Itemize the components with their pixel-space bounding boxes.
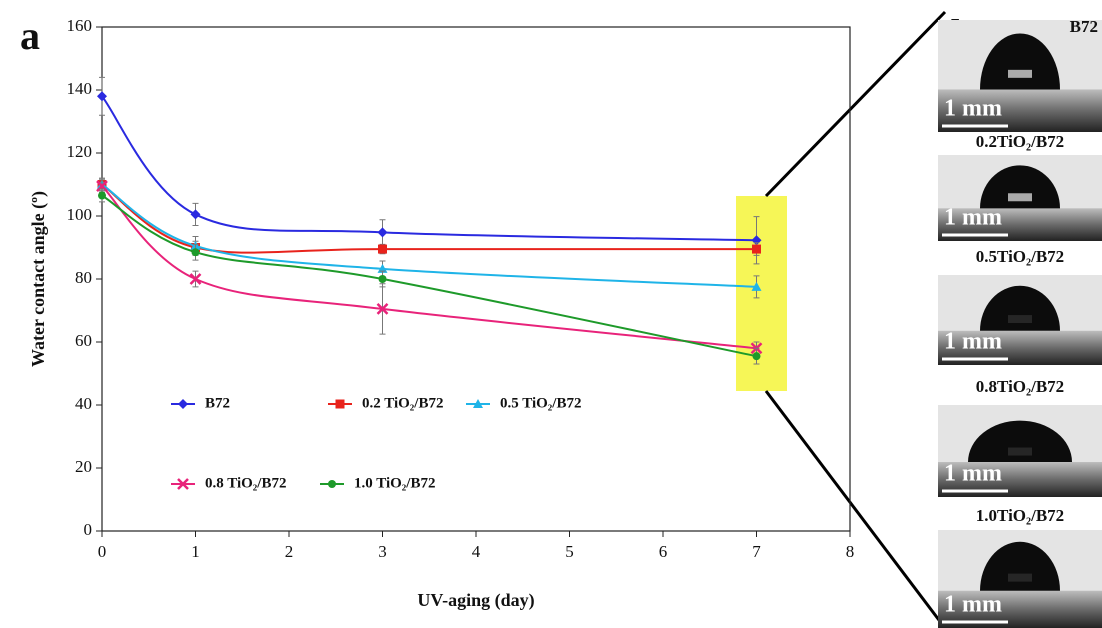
- droplet: [968, 420, 1072, 463]
- x-tick-label: 8: [846, 542, 855, 561]
- droplet: [980, 285, 1060, 331]
- scale-label: 1 mm: [944, 96, 1002, 122]
- legend-label: B72: [205, 395, 230, 411]
- x-tick-label: 5: [565, 542, 574, 561]
- marker: [96, 180, 108, 192]
- marker: [98, 191, 106, 200]
- x-axis-title: UV-aging (day): [417, 590, 534, 611]
- series-line: [101, 95, 757, 242]
- y-tick-label: 100: [67, 205, 93, 224]
- legend-label: 0.5 TiO₂/B72: [500, 395, 581, 411]
- x-tick-label: 3: [378, 542, 387, 561]
- y-tick-label: 0: [84, 520, 93, 539]
- reflection: [1008, 315, 1032, 324]
- reflection: [1008, 193, 1032, 202]
- scale-label: 1 mm: [944, 592, 1002, 618]
- highlight: [736, 196, 787, 391]
- legend-marker: [335, 399, 345, 409]
- marker: [378, 275, 387, 283]
- y-tick-label: 40: [75, 394, 92, 413]
- y-tick-label: 140: [67, 79, 93, 98]
- x-tick-label: 1: [191, 542, 200, 561]
- series-line: [101, 185, 757, 350]
- panel-label: a: [20, 13, 40, 58]
- y-tick-label: 120: [67, 142, 93, 161]
- x-tick-label: 0: [98, 542, 107, 561]
- legend-marker: [328, 480, 336, 488]
- marker: [378, 244, 387, 254]
- zoom-line: [764, 390, 947, 628]
- marker: [191, 248, 200, 257]
- scale-label: 1 mm: [944, 461, 1002, 487]
- x-tick-label: 2: [285, 542, 294, 561]
- legend-label: 0.2 TiO₂/B72: [362, 395, 443, 411]
- marker: [752, 244, 761, 254]
- droplet: [980, 165, 1060, 209]
- y-tick-label: 20: [75, 457, 92, 476]
- x-tick-label: 7: [752, 542, 761, 561]
- series-line: [101, 183, 757, 254]
- marker: [97, 91, 107, 102]
- image-label: 0.5TiO₂/B72: [976, 247, 1064, 266]
- y-tick-label: 80: [75, 268, 92, 287]
- y-tick-label: 160: [67, 16, 93, 35]
- legend-label: 1.0 TiO₂/B72: [354, 475, 435, 491]
- y-axis-title: Water contact angle (º): [28, 191, 49, 367]
- zoom-line: [764, 10, 947, 198]
- y-tick-label: 60: [75, 331, 92, 350]
- image-label: 0.2TiO₂/B72: [976, 132, 1064, 151]
- droplet: [980, 33, 1060, 90]
- marker: [376, 303, 389, 315]
- marker: [377, 227, 388, 238]
- image-label: B72: [1070, 17, 1098, 36]
- series-line: [101, 183, 757, 288]
- marker: [751, 281, 762, 291]
- image-label: 0.8TiO₂/B72: [976, 377, 1064, 396]
- scale-label: 1 mm: [944, 329, 1002, 355]
- series-line: [101, 194, 757, 358]
- legend-marker: [177, 478, 189, 490]
- marker: [752, 352, 761, 361]
- marker: [190, 209, 201, 220]
- marker: [189, 273, 202, 285]
- x-tick-label: 6: [659, 542, 668, 561]
- legend-marker: [178, 399, 188, 409]
- reflection: [1008, 447, 1032, 456]
- droplet: [980, 541, 1060, 591]
- droplet-images: 1 mm B72 1 mm 0.2TiO₂/B72 1 mm 0.5TiO₂/B72 1 m…: [938, 17, 1102, 628]
- legend-marker: [473, 399, 483, 408]
- scale-label: 1 mm: [944, 205, 1002, 231]
- legend-label: 0.8 TiO₂/B72: [205, 475, 286, 491]
- reflection: [1008, 573, 1032, 582]
- x-tick-label: 4: [472, 542, 481, 561]
- image-label: 1.0TiO₂/B72: [976, 506, 1064, 525]
- reflection: [1008, 69, 1032, 78]
